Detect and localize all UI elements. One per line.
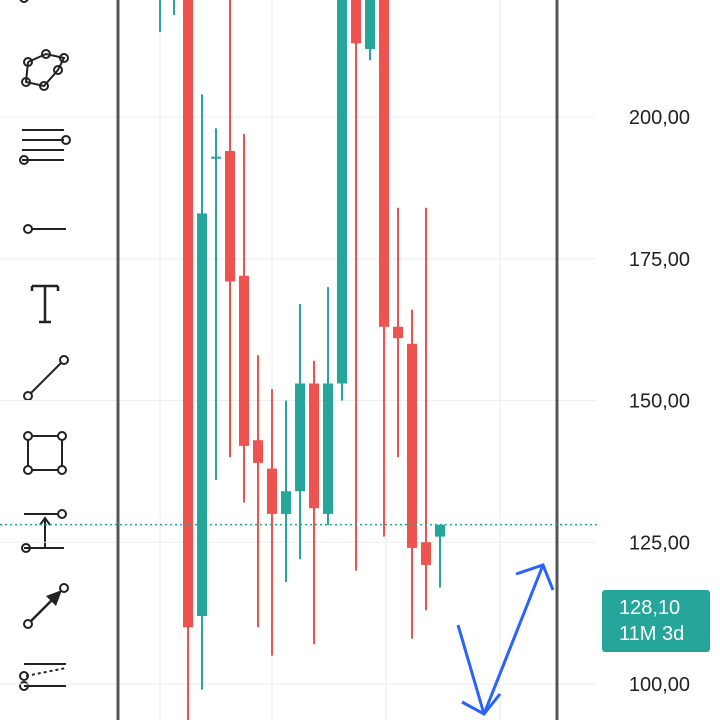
drawing-toolbar — [0, 0, 88, 720]
candle-body — [323, 383, 333, 514]
fib-fan-tool[interactable] — [18, 656, 72, 710]
candle — [393, 207, 403, 458]
candle-body — [197, 213, 207, 616]
candle-body — [365, 0, 375, 49]
candle — [421, 207, 431, 611]
up-arrow-head — [515, 563, 555, 591]
arrow-tool[interactable] — [18, 580, 72, 634]
y-tick-label: 150,00 — [629, 391, 690, 413]
candle — [211, 128, 221, 480]
last-price-value: 128,10 — [619, 597, 681, 619]
candle-body — [183, 0, 193, 628]
candle-body — [421, 542, 431, 565]
pattern-tool[interactable] — [18, 48, 72, 102]
candle — [351, 0, 361, 571]
bar-countdown: 11M 3d — [619, 623, 685, 645]
candle-body — [393, 326, 403, 339]
candle-body — [211, 156, 221, 159]
y-axis: 100,00125,00150,00175,00200,00225,00250,… — [629, 107, 690, 696]
candle-body — [267, 468, 277, 514]
candle — [197, 94, 207, 690]
y-tick-label: 100,00 — [629, 674, 690, 696]
y-tick-label: 175,00 — [629, 249, 690, 271]
candle — [407, 309, 417, 639]
parallel-lines-icon — [19, 129, 71, 165]
text-icon — [30, 284, 60, 324]
down-arrow-head — [461, 693, 502, 716]
candle-body — [281, 491, 291, 514]
last-price-badge: 128,10 11M 3d — [602, 590, 710, 652]
candle — [159, 0, 161, 32]
candle — [267, 389, 277, 656]
candle — [173, 0, 175, 15]
rectangle-icon — [23, 431, 67, 475]
candle-body — [379, 0, 389, 327]
candle — [183, 0, 193, 720]
candle — [365, 0, 375, 61]
candle-body — [253, 440, 263, 463]
candle — [225, 0, 235, 458]
fib-fan-icon — [19, 663, 67, 691]
candle-body — [309, 383, 319, 509]
parallel-lines-tool[interactable] — [18, 124, 72, 178]
candle-body — [295, 383, 305, 492]
candle — [295, 304, 305, 560]
text-tool[interactable] — [18, 278, 72, 332]
fib-retracement-icon — [19, 0, 29, 3]
candle-body — [239, 275, 249, 446]
candle — [337, 0, 347, 401]
price-range-tool[interactable] — [18, 504, 72, 558]
candle-body — [435, 524, 445, 537]
price-range-icon — [21, 509, 67, 553]
candle — [435, 524, 445, 588]
candle — [309, 360, 319, 645]
candle-body — [351, 0, 361, 44]
candle — [379, 0, 389, 537]
candle-body — [225, 151, 235, 282]
candle-body — [407, 343, 417, 548]
grid-lines — [0, 0, 595, 720]
pattern-icon — [21, 49, 69, 91]
candle — [281, 400, 291, 582]
rectangle-tool[interactable] — [18, 428, 72, 482]
arrow-icon — [23, 583, 69, 629]
arrow-heads — [461, 563, 555, 716]
ray-tool[interactable] — [18, 202, 72, 256]
vertical-markers — [116, 0, 559, 720]
candles — [159, 0, 445, 720]
y-tick-label: 125,00 — [629, 532, 690, 554]
ray-icon — [23, 224, 66, 234]
candle — [323, 287, 333, 526]
candle — [253, 355, 263, 628]
candle-body — [337, 0, 347, 384]
candle — [239, 134, 249, 503]
y-tick-label: 200,00 — [629, 107, 690, 129]
fib-retracement-tool[interactable] — [18, 0, 72, 40]
